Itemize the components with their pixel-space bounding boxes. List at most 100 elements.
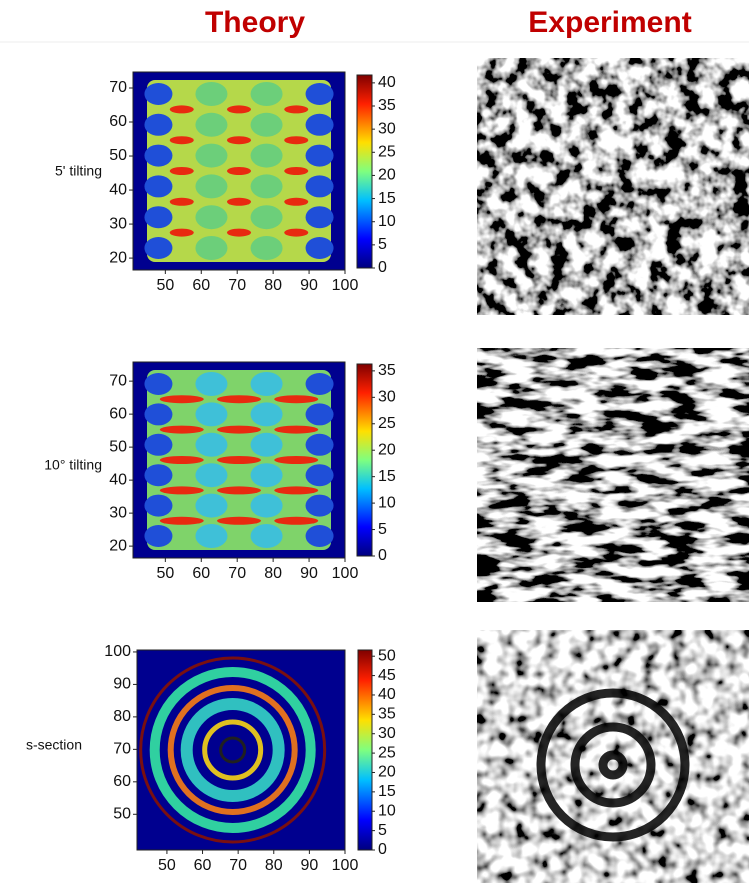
heatmap-streak bbox=[160, 486, 204, 494]
x-tick-label: 100 bbox=[332, 857, 359, 874]
y-tick-label: 30 bbox=[109, 504, 127, 521]
heatmap-blob bbox=[306, 114, 334, 136]
panel-label: s-section bbox=[26, 737, 82, 753]
y-tick-label: 80 bbox=[113, 708, 131, 725]
heatmap-streak bbox=[170, 167, 194, 175]
colorbar-tick-label: 40 bbox=[378, 74, 396, 91]
heatmap-streak bbox=[217, 456, 261, 464]
x-tick-label: 80 bbox=[264, 565, 282, 582]
colorbar-tick-label: 20 bbox=[378, 441, 396, 458]
heatmap-streak bbox=[160, 456, 204, 464]
colorbar-tick-label: 20 bbox=[378, 167, 396, 184]
heatmap-blob bbox=[144, 464, 172, 486]
heatmap-blob bbox=[195, 113, 227, 137]
colorbar bbox=[357, 75, 372, 268]
heatmap-blob bbox=[251, 402, 283, 426]
heatmap-streak bbox=[160, 395, 204, 403]
heatmap-blob bbox=[306, 464, 334, 486]
heatmap-blob bbox=[144, 145, 172, 167]
colorbar-tick-label: 5 bbox=[378, 822, 387, 839]
x-tick-label: 90 bbox=[300, 857, 318, 874]
experiment-image bbox=[477, 58, 749, 315]
x-tick-label: 100 bbox=[332, 565, 359, 582]
colorbar-tick-label: 35 bbox=[378, 706, 396, 723]
heatmap-blob bbox=[195, 433, 227, 457]
heatmap-streak bbox=[217, 517, 261, 525]
heatmap-streak bbox=[227, 105, 251, 113]
heatmap-streak bbox=[274, 486, 318, 494]
heatmap-blob bbox=[251, 524, 283, 548]
heatmap-blob bbox=[251, 463, 283, 487]
heatmap-streak bbox=[284, 105, 308, 113]
heatmap-blob bbox=[195, 372, 227, 396]
heatmap-blob bbox=[144, 175, 172, 197]
y-tick-label: 70 bbox=[109, 372, 127, 389]
x-tick-label: 70 bbox=[229, 857, 247, 874]
heatmap-streak bbox=[284, 167, 308, 175]
heatmap-streak bbox=[160, 426, 204, 434]
heatmap-blob bbox=[251, 433, 283, 457]
heatmap-streak bbox=[170, 105, 194, 113]
colorbar-tick-label: 15 bbox=[378, 190, 396, 207]
heatmap-blob bbox=[195, 463, 227, 487]
heatmap-blob bbox=[306, 145, 334, 167]
heatmap-streak bbox=[274, 426, 318, 434]
x-tick-label: 100 bbox=[332, 277, 359, 294]
heatmap-blob bbox=[306, 525, 334, 547]
x-tick-label: 80 bbox=[264, 277, 282, 294]
x-tick-label: 70 bbox=[228, 277, 246, 294]
y-tick-label: 20 bbox=[109, 537, 127, 554]
x-tick-label: 90 bbox=[300, 565, 318, 582]
heatmap-blob bbox=[144, 403, 172, 425]
figure: Theory Experiment 5' tilting506070809010… bbox=[0, 0, 749, 883]
heatmap-streak bbox=[284, 198, 308, 206]
colorbar-tick-label: 30 bbox=[378, 120, 396, 137]
heatmap-blob bbox=[144, 83, 172, 105]
y-tick-label: 90 bbox=[113, 676, 131, 693]
x-tick-label: 60 bbox=[194, 857, 212, 874]
y-tick-label: 60 bbox=[109, 405, 127, 422]
heatmap-streak bbox=[227, 136, 251, 144]
heatmap-blob bbox=[251, 236, 283, 260]
x-tick-label: 70 bbox=[228, 565, 246, 582]
heatmap-streak bbox=[284, 136, 308, 144]
heatmap-blob bbox=[251, 144, 283, 168]
heatmap-blob bbox=[251, 113, 283, 137]
colorbar-tick-label: 10 bbox=[378, 494, 396, 511]
panel-label: 10° tilting bbox=[44, 457, 102, 473]
panel-label: 5' tilting bbox=[55, 163, 102, 179]
colorbar-tick-label: 25 bbox=[378, 744, 396, 761]
colorbar-tick-label: 5 bbox=[378, 521, 387, 538]
y-tick-label: 100 bbox=[104, 643, 131, 660]
x-tick-label: 50 bbox=[158, 857, 176, 874]
colorbar-tick-label: 20 bbox=[378, 764, 396, 781]
heatmap-blob bbox=[195, 144, 227, 168]
y-tick-label: 60 bbox=[113, 773, 131, 790]
y-tick-label: 20 bbox=[109, 249, 127, 266]
x-tick-label: 80 bbox=[265, 857, 283, 874]
y-tick-label: 30 bbox=[109, 215, 127, 232]
colorbar bbox=[357, 364, 372, 556]
colorbar-tick-label: 30 bbox=[378, 725, 396, 742]
y-tick-label: 70 bbox=[113, 741, 131, 758]
colorbar-tick-label: 35 bbox=[378, 97, 396, 114]
heatmap-streak bbox=[170, 136, 194, 144]
x-tick-label: 60 bbox=[192, 565, 210, 582]
colorbar-tick-label: 10 bbox=[378, 213, 396, 230]
heatmap-blob bbox=[251, 174, 283, 198]
heatmap-streak bbox=[274, 395, 318, 403]
colorbar-tick-label: 40 bbox=[378, 686, 396, 703]
heatmap-streak bbox=[227, 198, 251, 206]
theory-header: Theory bbox=[205, 6, 305, 39]
heatmap-streak bbox=[217, 426, 261, 434]
colorbar-tick-label: 25 bbox=[378, 415, 396, 432]
y-tick-label: 60 bbox=[109, 113, 127, 130]
heatmap-blob bbox=[195, 82, 227, 106]
heatmap-blob bbox=[306, 175, 334, 197]
colorbar-tick-label: 0 bbox=[378, 841, 387, 858]
colorbar-tick-label: 5 bbox=[378, 236, 387, 253]
y-tick-label: 40 bbox=[109, 471, 127, 488]
heatmap-streak bbox=[274, 456, 318, 464]
heatmap-blob bbox=[144, 525, 172, 547]
colorbar-tick-label: 0 bbox=[378, 547, 387, 564]
